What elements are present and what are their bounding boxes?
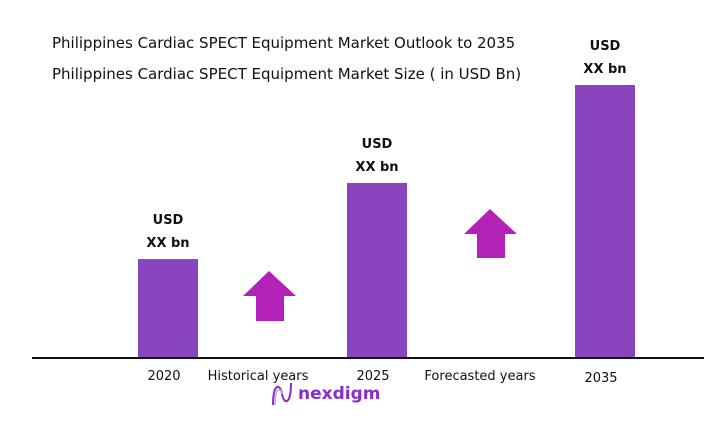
annotation-forecast: Forecasted years (424, 369, 536, 384)
data-label-2020: USD XX bn (128, 209, 208, 255)
data-label-2035: USD XX bn (565, 35, 645, 81)
bar-2020 (138, 259, 198, 357)
bar-2025 (347, 182, 407, 357)
chart-title: Philippines Cardiac SPECT Equipment Mark… (52, 34, 516, 52)
x-tick-2035: 2035 (584, 371, 618, 386)
data-label-line: XX bn (355, 159, 399, 175)
x-tick-2020: 2020 (147, 369, 181, 384)
data-label-line: USD (152, 213, 184, 229)
nexdigm-logo: nexdigm (270, 381, 380, 407)
data-label-2025: USD XX bn (337, 133, 417, 179)
up-arrow-icon-forecast (464, 209, 517, 258)
data-label-line: USD (361, 136, 393, 152)
logo-wave-icon (272, 382, 292, 406)
annotation-historical: Historical years (207, 369, 309, 384)
up-arrow-icon-historical (243, 271, 296, 321)
data-label-line: USD (589, 39, 621, 54)
data-label-line: XX bn (583, 62, 627, 77)
bar-2035 (575, 85, 635, 357)
logo-text: nexdigm (298, 384, 381, 404)
chart-subtitle: Philippines Cardiac SPECT Equipment Mark… (52, 65, 522, 83)
data-label-line: XX bn (146, 236, 190, 252)
x-tick-2025: 2025 (356, 369, 390, 384)
